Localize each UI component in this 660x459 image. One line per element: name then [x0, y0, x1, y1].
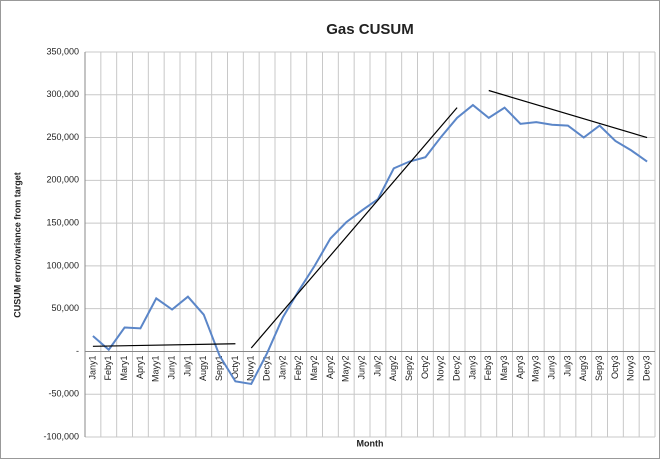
x-tick-label: Sepy2: [404, 355, 414, 381]
x-tick-label: Novy2: [436, 355, 446, 381]
chart-title: Gas CUSUM: [326, 21, 414, 38]
x-tick-label: Jany1: [87, 355, 97, 379]
x-tick-label: July3: [562, 355, 572, 376]
x-tick-label: July2: [372, 355, 382, 376]
x-tick-label: Mayy2: [341, 355, 351, 382]
x-tick-label: Jany3: [467, 355, 477, 379]
trend-line: [250, 107, 458, 349]
x-tick-label: Feby1: [103, 355, 113, 380]
x-tick-label: Apry2: [325, 355, 335, 379]
x-tick-label: July1: [182, 355, 192, 376]
x-tick-label: Augy2: [388, 355, 398, 381]
y-axis-label: CUSUM error/variance from target: [12, 172, 22, 318]
y-tick-label: 250,000: [46, 132, 79, 142]
x-tick-label: Mary3: [499, 355, 509, 380]
y-tick-label: -: [76, 346, 79, 356]
x-axis-label: Month: [357, 438, 384, 448]
x-tick-label: Sepy3: [594, 355, 604, 381]
x-tick-label: Octy1: [230, 355, 240, 379]
x-tick-label: Feby3: [483, 355, 493, 380]
x-tick-label: Novy1: [246, 355, 256, 381]
x-tick-label: Apry3: [515, 355, 525, 379]
x-tick-label: Augy3: [578, 355, 588, 381]
x-tick-label: Decy2: [451, 355, 461, 381]
x-tick-label: Mayy1: [151, 355, 161, 382]
y-tick-label: -100,000: [43, 431, 79, 441]
trend-line: [488, 89, 648, 139]
x-tick-label: Mary1: [119, 355, 129, 380]
x-tick-label: Sepy1: [214, 355, 224, 381]
x-tick-label: Octy2: [420, 355, 430, 379]
x-tick-label: Decy1: [261, 355, 271, 381]
x-tick-label: Augy1: [198, 355, 208, 381]
y-tick-label: 200,000: [46, 175, 79, 185]
y-tick-label: 100,000: [46, 260, 79, 270]
trend-line: [92, 343, 236, 347]
x-tick-label: Octy3: [610, 355, 620, 379]
x-tick-label: Novy3: [626, 355, 636, 381]
y-tick-label: 150,000: [46, 217, 79, 227]
x-tick-label: Mayy3: [531, 355, 541, 382]
x-tick-label: Feby2: [293, 355, 303, 380]
x-tick-label: Decy3: [641, 355, 651, 381]
x-tick-label: Juny1: [166, 355, 176, 379]
x-tick-label: Jany2: [277, 355, 287, 379]
y-tick-label: 300,000: [46, 89, 79, 99]
y-tick-label: -50,000: [48, 389, 79, 399]
x-tick-label: Mary2: [309, 355, 319, 380]
y-tick-label: 350,000: [46, 46, 79, 56]
x-tick-label: Juny2: [356, 355, 366, 379]
y-tick-label: 50,000: [51, 303, 79, 313]
x-tick-label: Juny3: [546, 355, 556, 379]
series-line: [92, 103, 648, 386]
x-tick-label: Apry1: [135, 355, 145, 379]
